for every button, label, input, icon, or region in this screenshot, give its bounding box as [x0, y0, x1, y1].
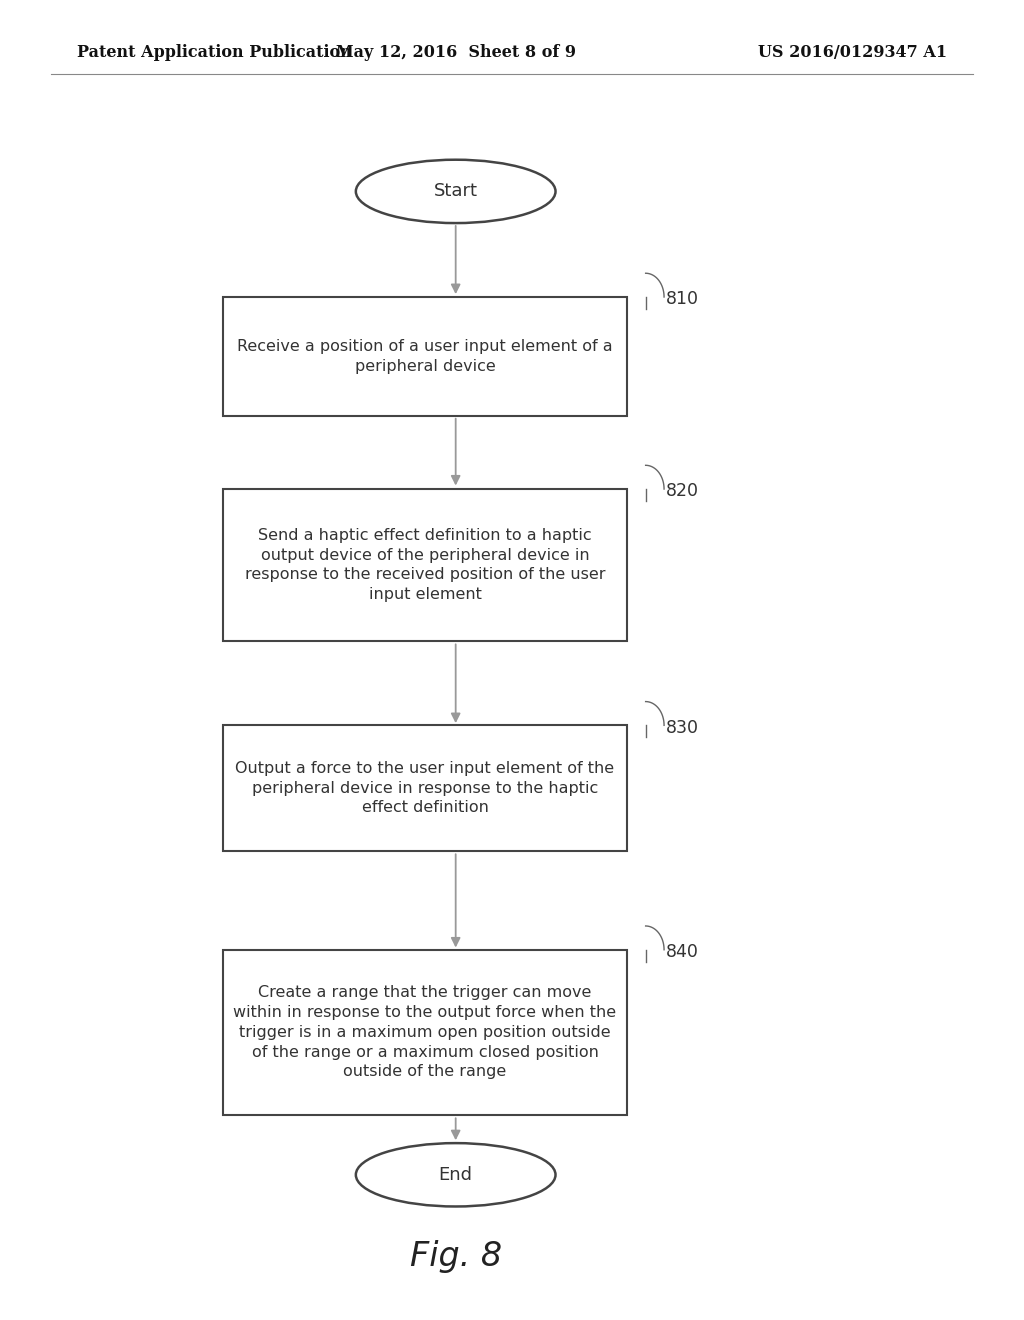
Text: Fig. 8: Fig. 8 [410, 1241, 502, 1272]
Text: 840: 840 [666, 942, 698, 961]
Text: Create a range that the trigger can move
within in response to the output force : Create a range that the trigger can move… [233, 985, 616, 1080]
Text: May 12, 2016  Sheet 8 of 9: May 12, 2016 Sheet 8 of 9 [336, 45, 575, 61]
Text: Patent Application Publication: Patent Application Publication [77, 45, 351, 61]
Bar [222, 726, 627, 850]
Text: 810: 810 [666, 290, 698, 309]
Text: US 2016/0129347 A1: US 2016/0129347 A1 [758, 45, 947, 61]
Bar [222, 297, 627, 416]
Text: End: End [438, 1166, 473, 1184]
Bar [222, 950, 627, 1114]
Text: Send a haptic effect definition to a haptic
output device of the peripheral devi: Send a haptic effect definition to a hap… [245, 528, 605, 602]
Text: 820: 820 [666, 483, 698, 500]
Text: Output a force to the user input element of the
peripheral device in response to: Output a force to the user input element… [236, 760, 614, 816]
Text: Start: Start [434, 182, 477, 201]
Bar [222, 490, 627, 642]
Text: Receive a position of a user input element of a
peripheral device: Receive a position of a user input eleme… [238, 339, 612, 374]
Text: 830: 830 [666, 718, 698, 737]
